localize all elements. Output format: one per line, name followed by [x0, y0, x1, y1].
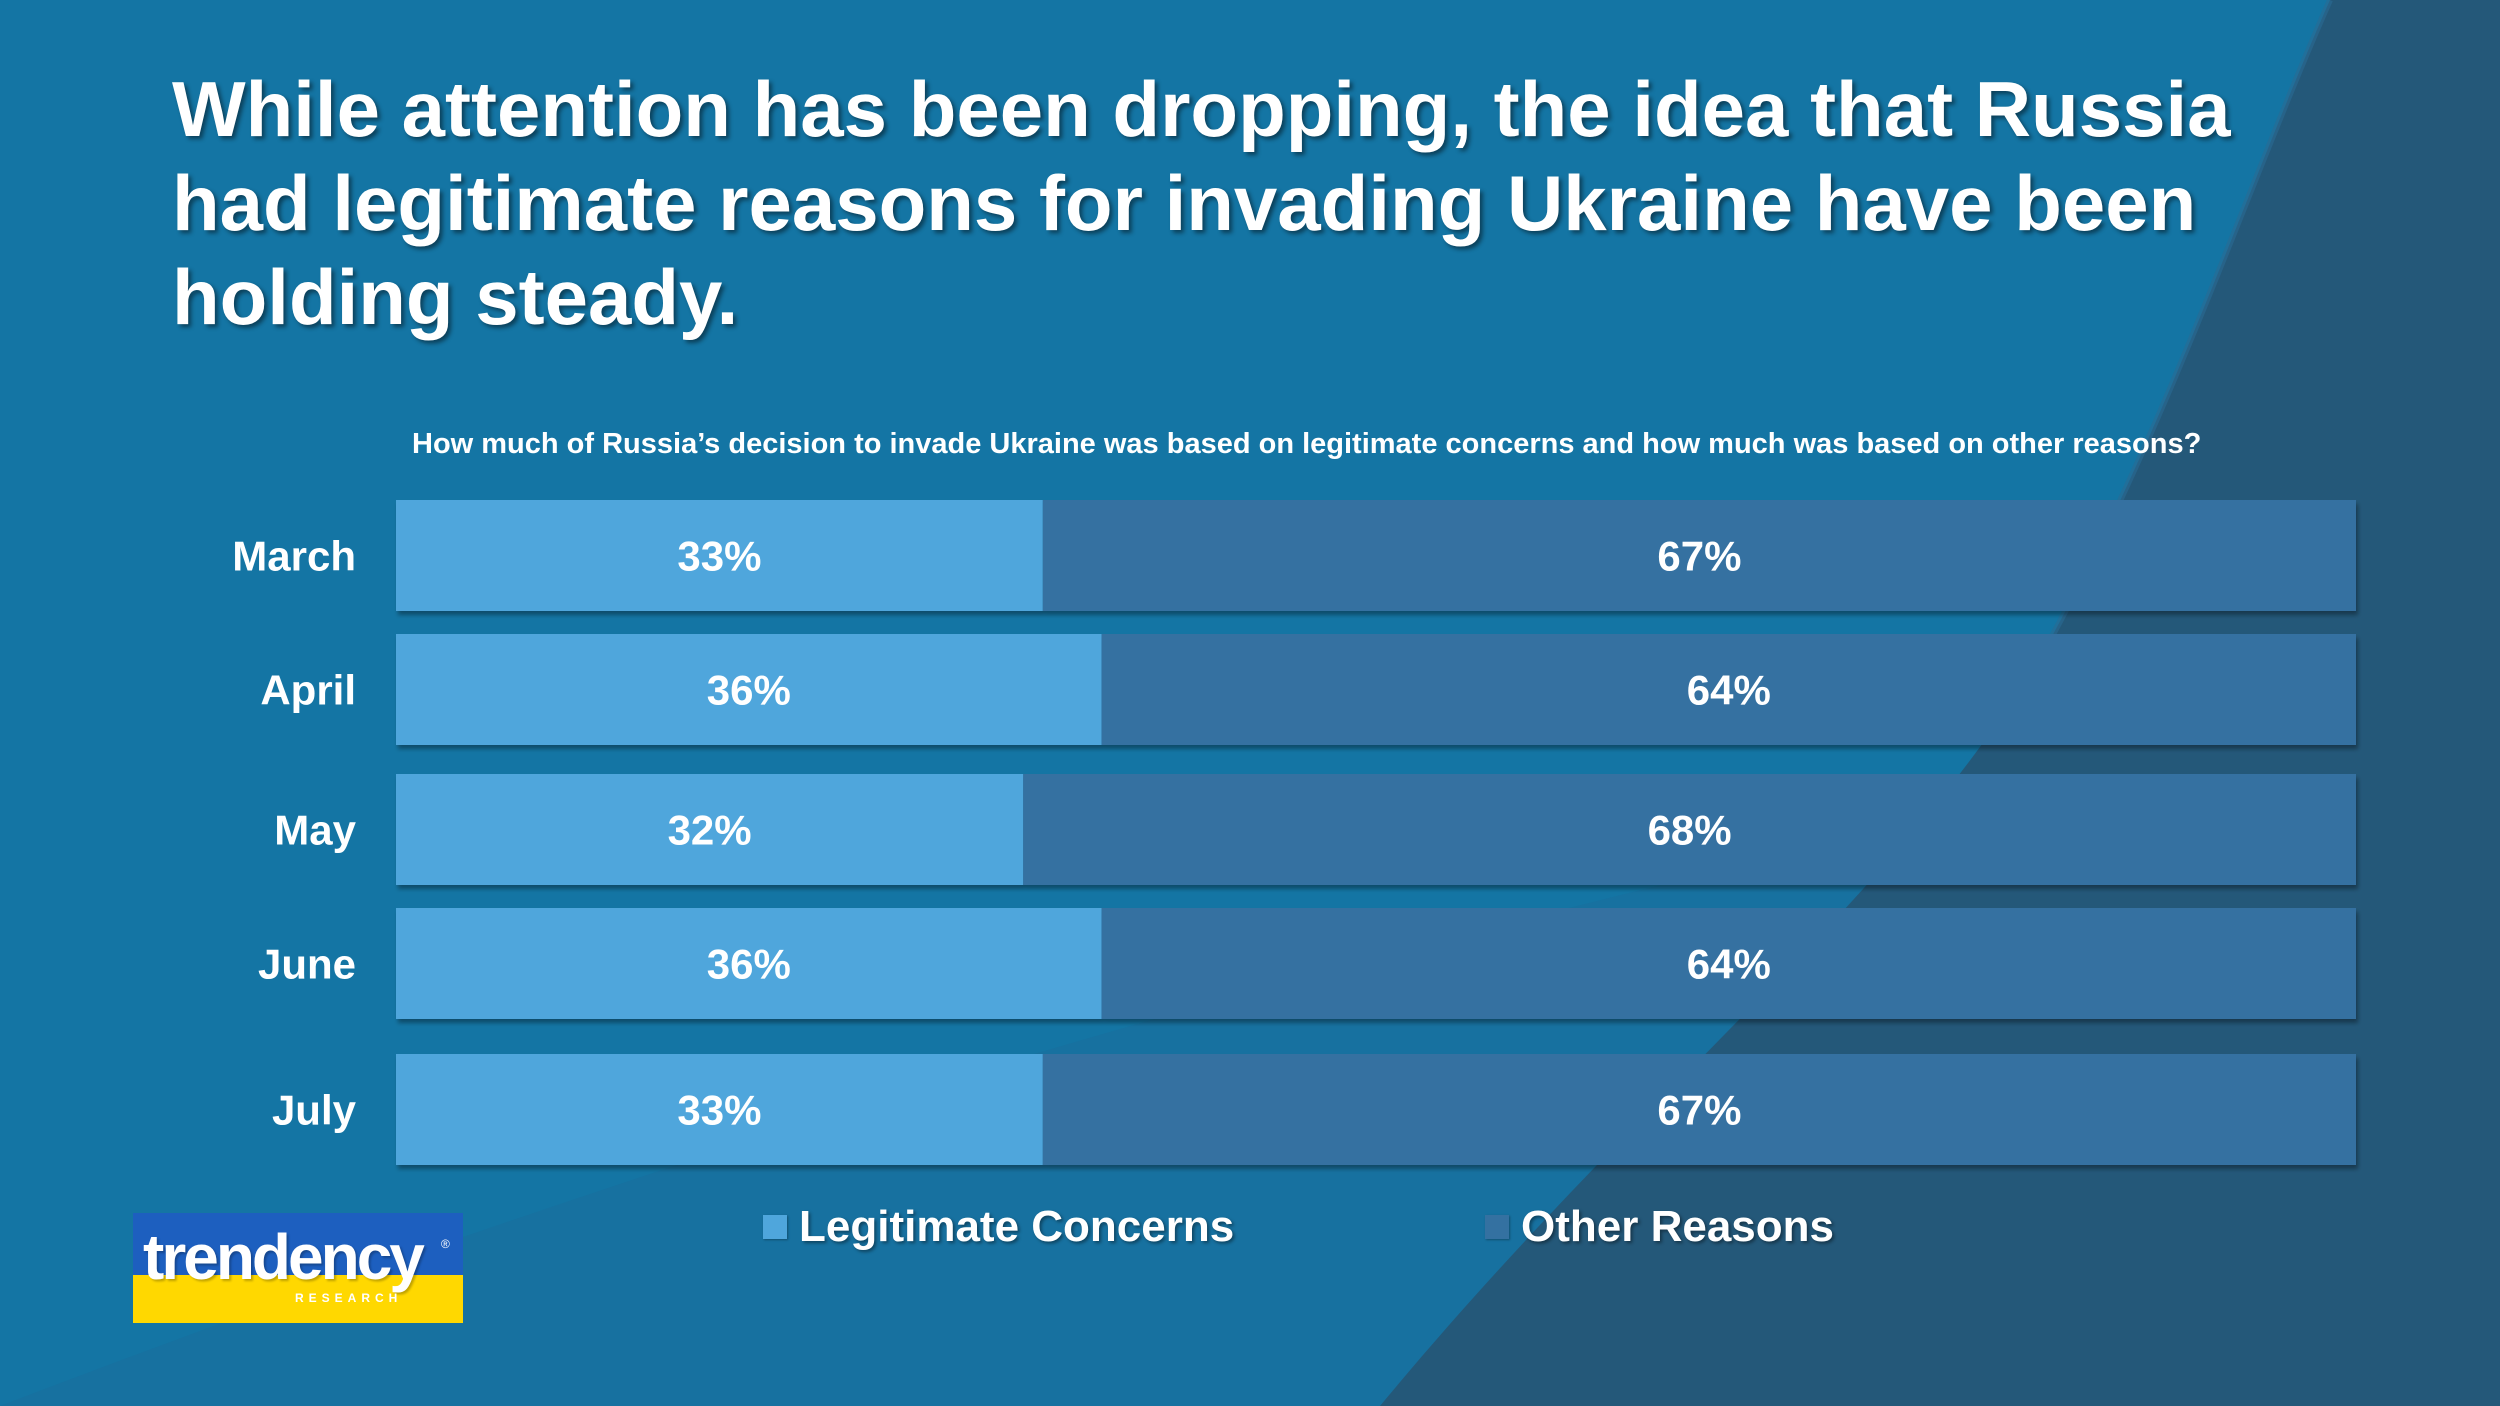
value-label-legitimate-june: 36%	[707, 941, 791, 988]
legend-swatch-other	[1485, 1215, 1509, 1239]
bar-row-may	[396, 774, 2357, 885]
bar-segment-other-july	[1042, 1054, 2356, 1165]
bar-segment-legitimate-july	[396, 1054, 1043, 1165]
logo-subtitle: RESEARCH	[295, 1291, 403, 1305]
category-label-may: May	[274, 807, 356, 854]
value-label-other-july: 67%	[1657, 1087, 1741, 1134]
value-label-other-april: 64%	[1687, 667, 1771, 714]
value-label-other-march: 67%	[1657, 533, 1741, 580]
category-label-april: April	[260, 667, 356, 714]
bar-segment-legitimate-april	[396, 634, 1102, 745]
slide-title: While attention has been dropping, the i…	[172, 65, 2231, 341]
bar-row-june	[396, 908, 2356, 1019]
logo-blue-band	[133, 1213, 463, 1275]
legend-label-legitimate: Legitimate Concerns	[799, 1202, 1235, 1251]
value-label-legitimate-july: 33%	[677, 1087, 761, 1134]
category-label-june: June	[258, 941, 356, 988]
bar-segment-other-june	[1101, 908, 2356, 1019]
bar-segment-other-april	[1101, 634, 2356, 745]
bar-row-july	[396, 1054, 2356, 1165]
value-label-legitimate-march: 33%	[677, 533, 761, 580]
value-label-legitimate-may: 32%	[668, 807, 752, 854]
bar-row-march	[396, 500, 2356, 611]
legend-swatch-legitimate	[763, 1215, 787, 1239]
bar-segment-legitimate-june	[396, 908, 1102, 1019]
value-label-other-june: 64%	[1687, 941, 1771, 988]
value-label-legitimate-april: 36%	[707, 667, 791, 714]
bar-row-april	[396, 634, 2356, 745]
bar-segment-legitimate-march	[396, 500, 1043, 611]
bar-segment-other-march	[1042, 500, 2356, 611]
logo-registered-mark: ®	[441, 1237, 450, 1251]
category-label-march: March	[232, 533, 356, 580]
trendency-logo: trendency ® RESEARCH	[133, 1213, 463, 1323]
value-label-other-may: 68%	[1648, 807, 1732, 854]
legend-item-other-reasons: Other Reasons	[1485, 1202, 1834, 1252]
bar-segment-other-may	[1023, 774, 2357, 885]
logo-wordmark: trendency	[143, 1221, 425, 1293]
legend-label-other: Other Reasons	[1521, 1202, 1834, 1251]
legend-item-legitimate-concerns: Legitimate Concerns	[763, 1202, 1234, 1252]
category-label-july: July	[272, 1087, 357, 1134]
chart-question: How much of Russia’s decision to invade …	[412, 428, 2202, 460]
logo-yellow-band	[133, 1275, 463, 1323]
bar-segment-legitimate-may	[396, 774, 1024, 885]
